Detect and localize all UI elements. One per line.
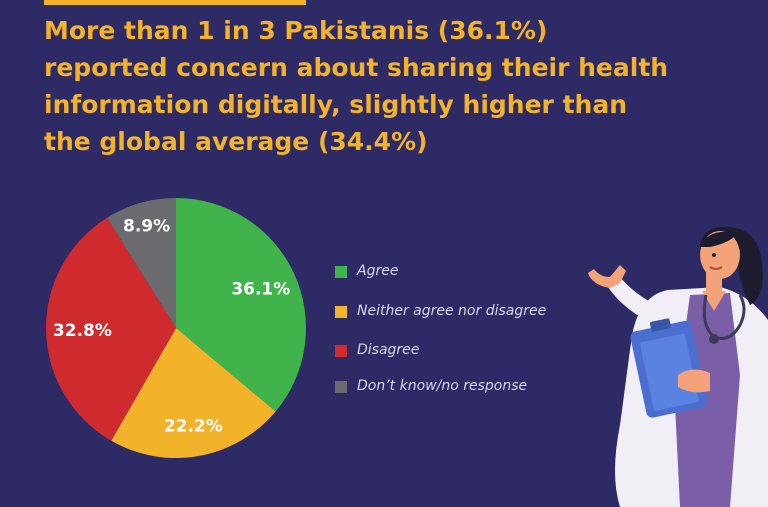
stethoscope	[702, 294, 746, 340]
stethoscope-chestpiece	[709, 334, 719, 344]
doctor-raised-hand	[588, 265, 626, 288]
legend-label: Disagree	[357, 342, 420, 358]
doctor-with-clipboard-illustration	[588, 226, 768, 507]
legend-label: Neither agree nor disagree	[357, 303, 547, 319]
pie-label-dont-know: 8.9%	[123, 217, 170, 237]
pie-label-disagree: 32.8%	[53, 321, 112, 341]
pie-slice-disagree	[46, 217, 177, 441]
clipboard-clip	[649, 318, 671, 332]
pie-slice-agree	[176, 198, 307, 412]
legend-swatch-dont-know	[335, 381, 347, 393]
clipboard-paper	[640, 333, 699, 411]
legend-swatch-agree	[335, 266, 347, 278]
doctor-collar	[702, 291, 726, 311]
doctor-fringe	[698, 231, 738, 247]
pie-chart: 36.1% 22.2% 32.8% 8.9%	[46, 198, 307, 458]
legend-swatch-disagree	[335, 345, 347, 357]
title-line: the global average (34.4%)	[44, 127, 428, 156]
doctor-lower-hand	[678, 369, 710, 393]
doctor-raised-arm	[608, 277, 660, 320]
title-line: More than 1 in 3 Pakistanis (36.1%)	[44, 16, 548, 45]
title-line: information digitally, slightly higher t…	[44, 90, 628, 119]
pie-label-neither: 22.2%	[164, 416, 223, 436]
legend-swatch-neither	[335, 306, 347, 318]
pie-label-agree: 36.1%	[231, 279, 290, 299]
doctor-mouth	[709, 266, 723, 270]
title-line: reported concern about sharing their hea…	[44, 53, 669, 82]
legend-label: Agree	[357, 263, 399, 279]
pie-slice-dont-know	[107, 198, 176, 328]
doctor-eye	[712, 253, 716, 257]
pie-slice-neither	[111, 328, 276, 458]
legend-label: Don’t know/no response	[357, 378, 528, 394]
chart-title: More than 1 in 3 Pakistanis (36.1%) repo…	[44, 12, 734, 160]
top-accent-strip	[44, 0, 306, 5]
